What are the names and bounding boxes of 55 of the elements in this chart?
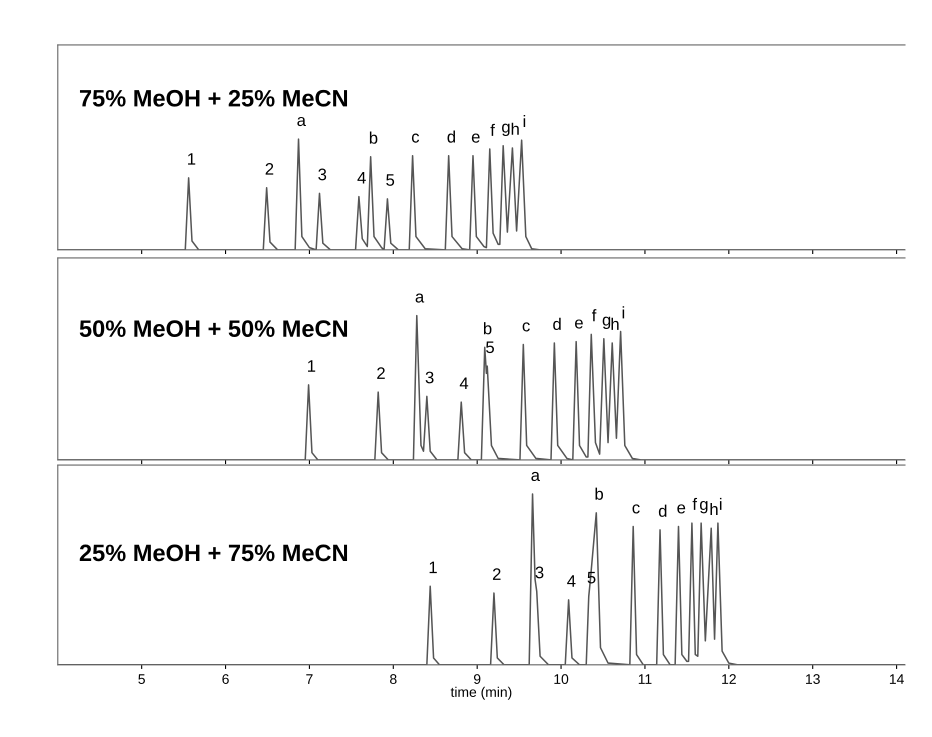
annotation: 4: [460, 378, 468, 390]
annotation: e: [575, 319, 583, 329]
annotation: 5: [486, 341, 494, 354]
annotation: i: [622, 306, 624, 318]
annotation: e: [677, 504, 686, 514]
annotation: g: [700, 500, 708, 514]
x-tick-label: 8: [390, 674, 397, 684]
annotation: g: [502, 124, 510, 136]
annotation: a: [416, 293, 424, 303]
annotation: 5: [386, 174, 394, 186]
x-tick-label: 6: [222, 674, 229, 684]
annotation: g: [602, 316, 610, 330]
annotation: 3: [426, 372, 434, 384]
x-tick-label: 13: [806, 674, 820, 684]
annotation: c: [522, 322, 530, 332]
annotation: 2: [492, 568, 501, 580]
annotation: 4: [567, 575, 576, 587]
annotation: 1: [430, 562, 437, 574]
annotation: i: [524, 114, 526, 128]
annotation: a: [297, 116, 306, 126]
annotation: d: [658, 504, 666, 517]
annotation: d: [553, 318, 561, 330]
annotation: 3: [536, 566, 544, 578]
annotation: d: [448, 130, 456, 143]
x-tick-label: 12: [722, 674, 736, 684]
annotation: h: [710, 502, 718, 516]
annotation: 1: [188, 153, 196, 165]
x-tick-label: 14: [890, 674, 904, 684]
annotation: b: [370, 132, 378, 144]
annotation: c: [632, 504, 640, 514]
x-tick-label: 11: [638, 674, 652, 684]
annotation: 2: [377, 367, 385, 379]
annotation: f: [592, 309, 596, 322]
annotation: 3: [318, 168, 326, 180]
annotation: 4: [357, 172, 366, 184]
annotation: h: [612, 318, 619, 330]
x-tick-label: 10: [554, 674, 568, 684]
annotation: a: [531, 472, 540, 482]
annotation: f: [490, 124, 495, 136]
x-tick-label: 5: [138, 674, 145, 684]
annotation: e: [472, 134, 480, 143]
annotation: b: [484, 322, 492, 334]
x-tick-label: 7: [306, 674, 313, 684]
annotation: h: [512, 122, 519, 135]
chart-title: 50% MeOH + 50% MeCN: [80, 320, 348, 337]
chart-title: 75% MeOH + 25% MeCN: [80, 90, 348, 107]
annotation: b: [596, 488, 604, 500]
annotation: f: [692, 498, 698, 510]
x-tick-label: 9: [474, 674, 480, 684]
annotation: 2: [266, 163, 274, 175]
annotation: c: [412, 134, 420, 143]
x-axis-title: time (min): [450, 686, 512, 700]
annotation: i: [720, 498, 722, 510]
text: 25% MeOH + 75% MeCN: [80, 544, 348, 562]
annotation: 1: [308, 360, 316, 372]
